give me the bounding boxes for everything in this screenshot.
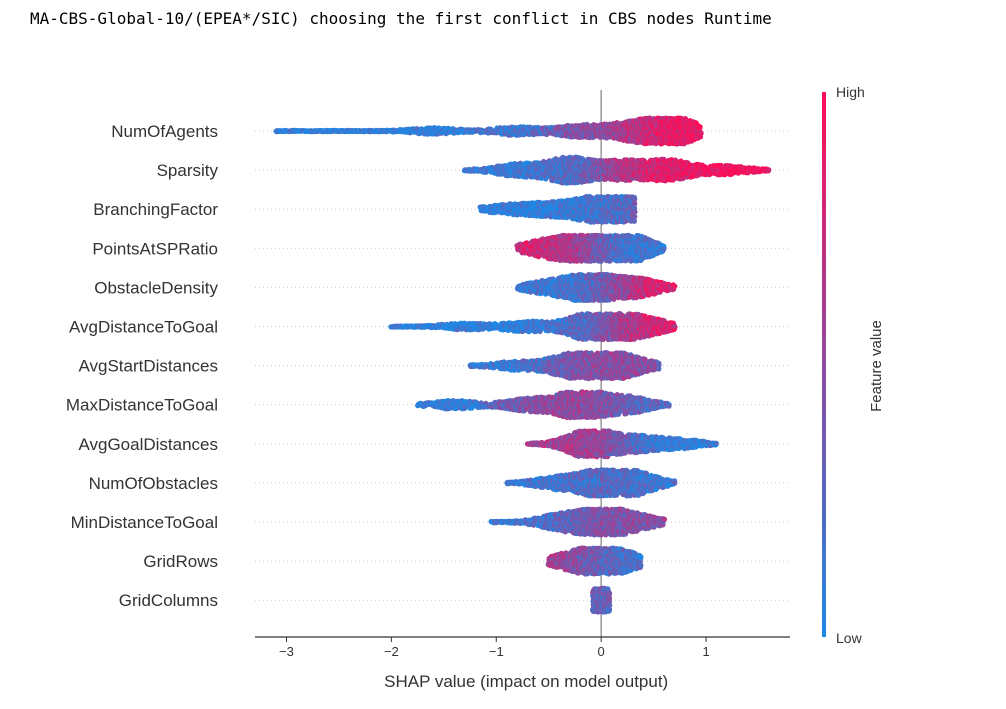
shap-point (765, 167, 772, 174)
page-title: MA-CBS-Global-10/(EPEA*/SIC) choosing th… (30, 9, 772, 28)
shap-point (697, 134, 704, 140)
beeswarm-points (273, 115, 772, 615)
